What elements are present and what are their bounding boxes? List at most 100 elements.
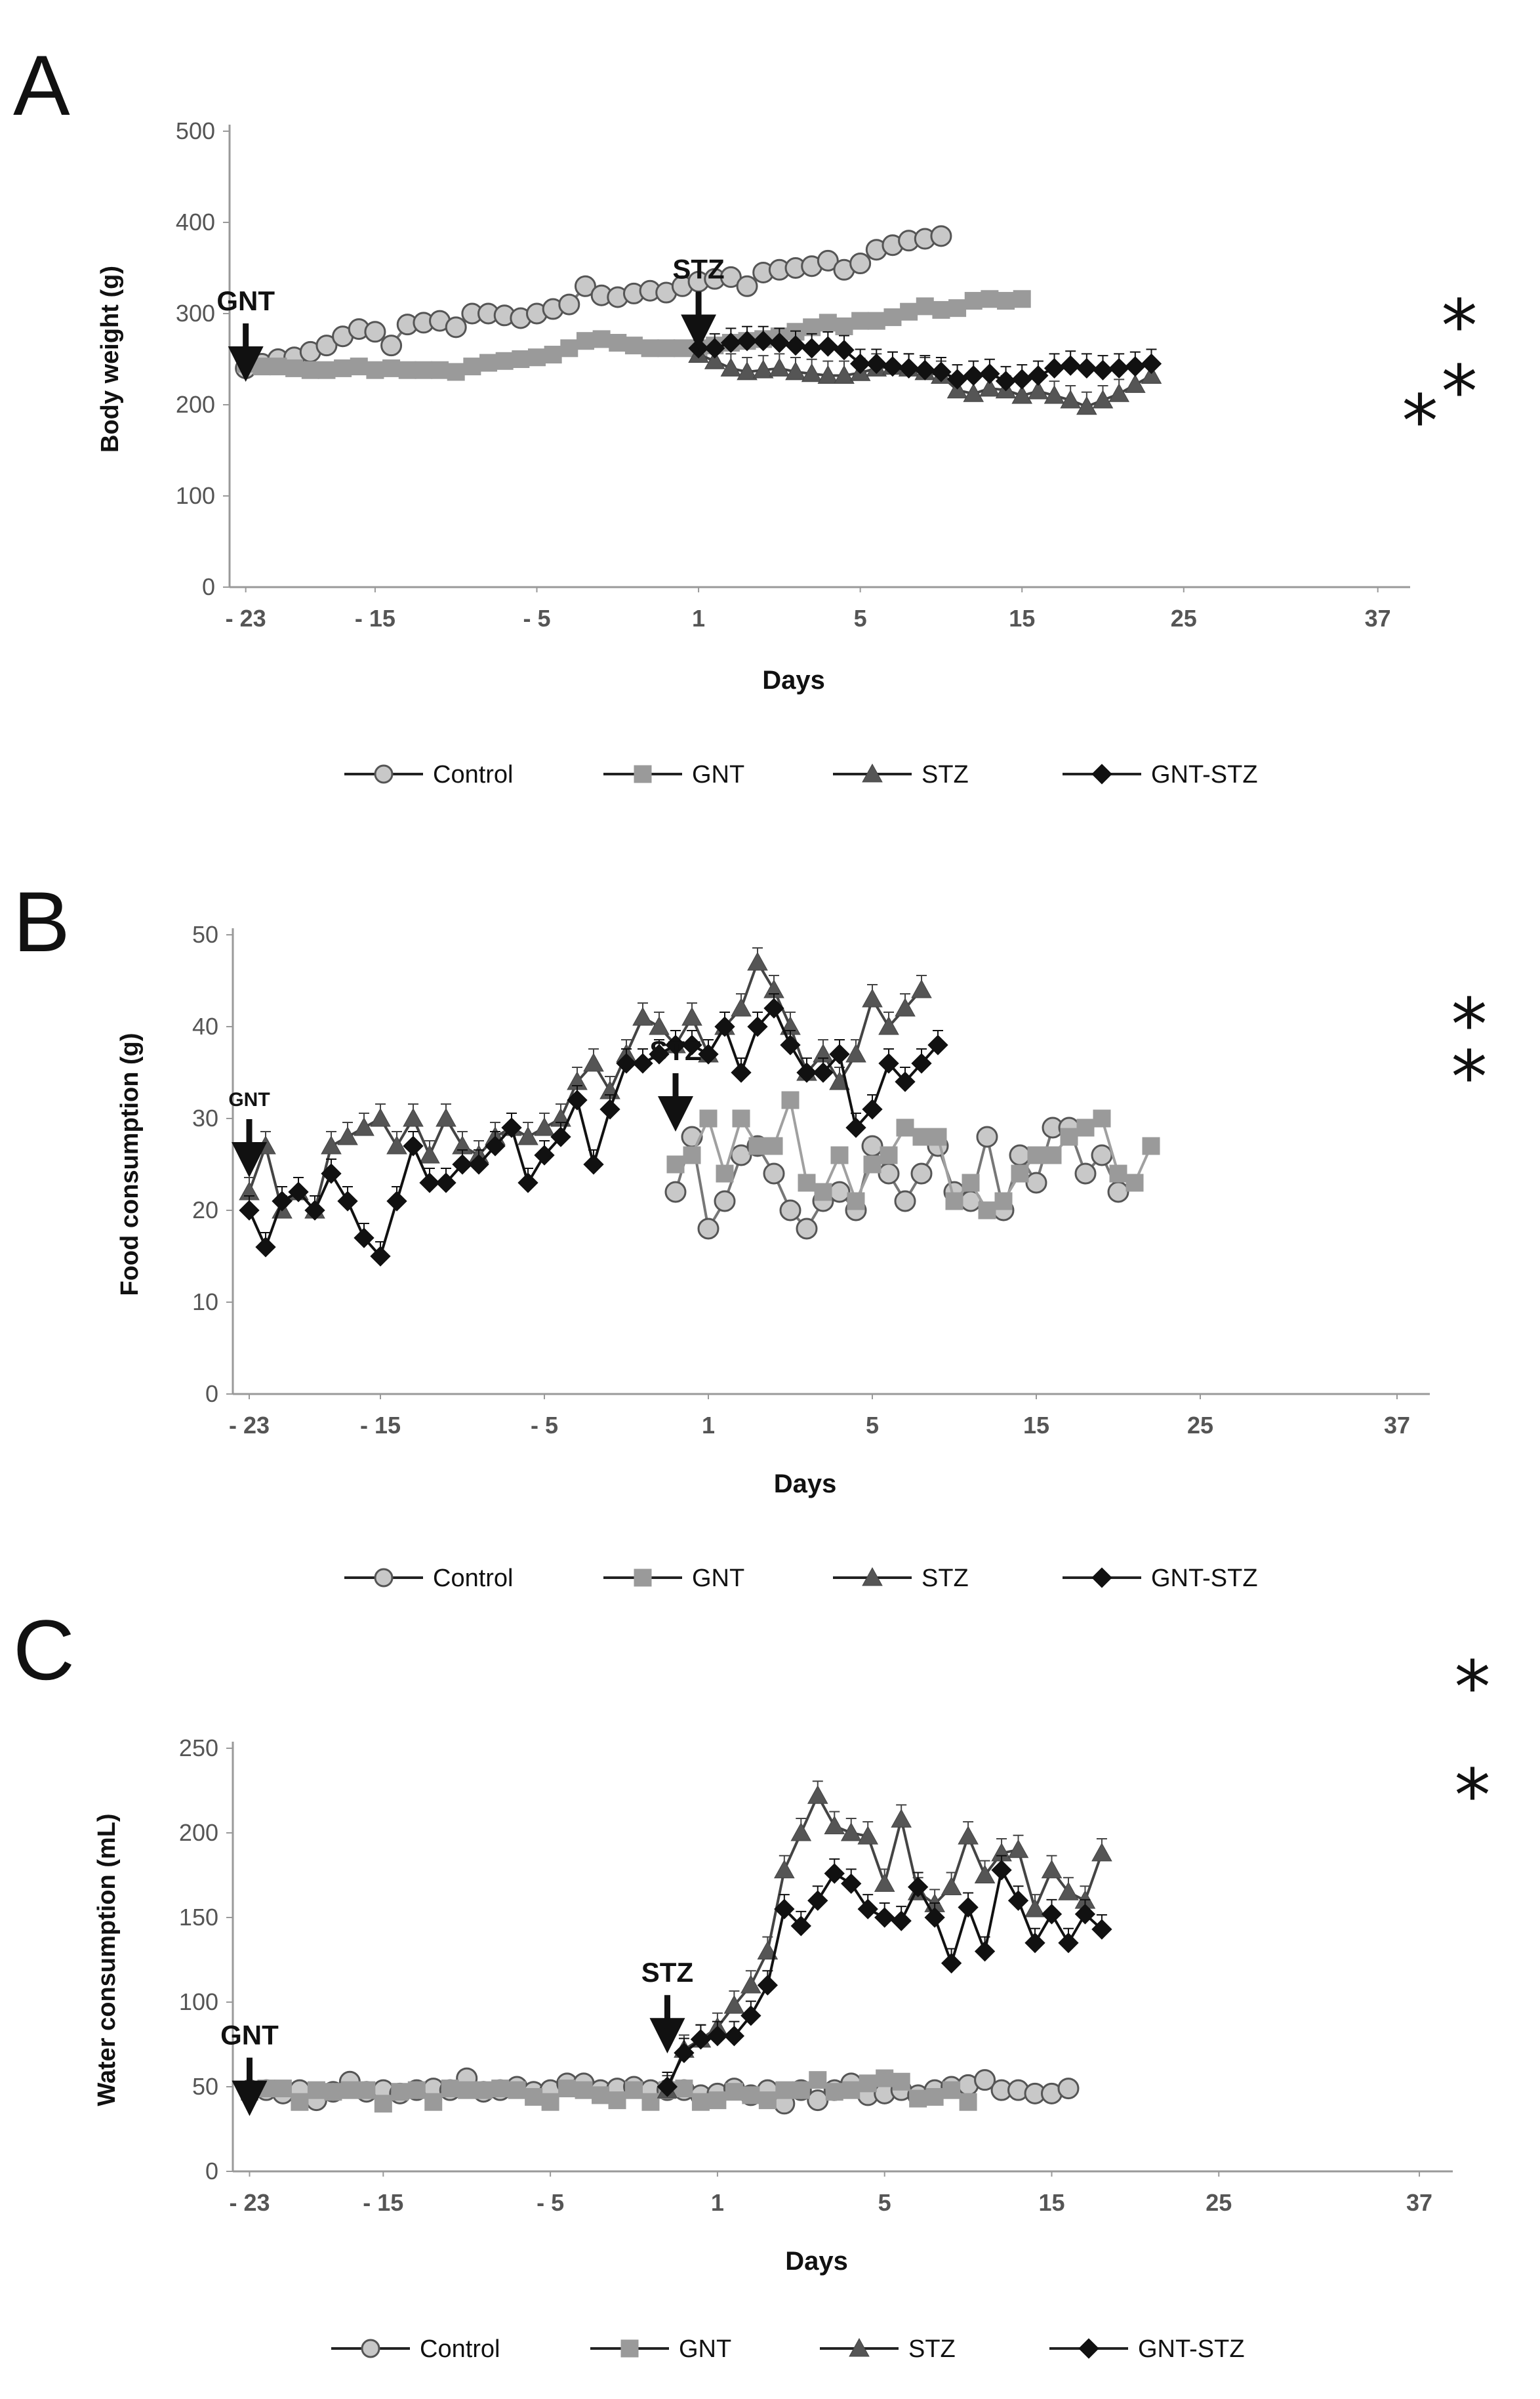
data-point-gnt bbox=[758, 2091, 777, 2110]
data-point-gnt-stz bbox=[866, 353, 887, 375]
data-point-gnt bbox=[900, 302, 918, 321]
x-tick-label: - 5 bbox=[531, 1412, 558, 1439]
data-point-stz bbox=[1092, 390, 1114, 409]
data-point-gnt-stz bbox=[829, 1044, 850, 1065]
data-point-gnt-stz bbox=[979, 363, 1000, 384]
data-point-stz bbox=[895, 998, 916, 1017]
x-tick-label: 1 bbox=[702, 1412, 715, 1439]
data-point-control bbox=[976, 1126, 998, 1148]
data-point-control bbox=[974, 2069, 996, 2091]
data-point-stz bbox=[845, 1044, 866, 1063]
data-point-gnt-stz bbox=[1024, 1933, 1045, 1954]
significance-star: * bbox=[1402, 379, 1438, 463]
data-point-gnt bbox=[366, 361, 384, 379]
legend-marker-gnt bbox=[634, 1569, 652, 1587]
data-point-gnt-stz bbox=[747, 1016, 768, 1037]
y-tick-label: 100 bbox=[179, 1988, 218, 2015]
data-point-gnt bbox=[1125, 1174, 1144, 1192]
data-point-gnt-stz bbox=[874, 1907, 895, 1928]
y-tick-label: 200 bbox=[179, 1819, 218, 1846]
x-tick-label: - 15 bbox=[355, 605, 395, 632]
data-point-gnt bbox=[959, 2093, 977, 2111]
data-point-gnt bbox=[1060, 1128, 1078, 1146]
data-point-gnt-stz bbox=[354, 1227, 375, 1248]
data-point-stz bbox=[1141, 365, 1162, 384]
data-point-gnt-stz bbox=[774, 1898, 795, 1919]
legend-label-stz: STZ bbox=[908, 2335, 956, 2363]
data-point-gnt bbox=[525, 2087, 543, 2106]
y-tick-label: 100 bbox=[176, 482, 215, 509]
data-point-gnt-stz bbox=[681, 1035, 702, 1056]
data-point-stz bbox=[941, 1876, 962, 1896]
data-point-gnt-stz bbox=[599, 1099, 620, 1120]
data-point-gnt bbox=[424, 2093, 443, 2111]
data-point-gnt bbox=[398, 361, 416, 379]
data-point-stz bbox=[681, 1007, 702, 1026]
legend-label-gnt-stz: GNT-STZ bbox=[1151, 1565, 1258, 1592]
data-point-gnt-stz bbox=[1028, 365, 1049, 386]
data-point-gnt bbox=[948, 299, 967, 318]
data-point-gnt bbox=[945, 1192, 963, 1210]
data-point-control bbox=[445, 316, 467, 338]
data-point-gnt bbox=[994, 1192, 1013, 1210]
data-point-control bbox=[364, 321, 386, 343]
x-tick-label: - 23 bbox=[229, 1412, 270, 1439]
data-point-gnt-stz bbox=[1058, 1933, 1079, 1954]
data-point-stz bbox=[1028, 380, 1049, 400]
series-gnt-stz bbox=[239, 993, 948, 1267]
data-point-gnt bbox=[1027, 1146, 1045, 1164]
legend: Control GNT STZ GNT-STZ bbox=[344, 1565, 1258, 1592]
data-point-stz bbox=[337, 1126, 358, 1145]
legend: Control GNT STZ GNT-STZ bbox=[344, 761, 1258, 789]
data-point-gnt-stz bbox=[740, 2005, 761, 2026]
data-point-gnt-stz bbox=[898, 358, 920, 379]
data-point-gnt-stz bbox=[862, 1099, 883, 1120]
data-point-stz bbox=[790, 1822, 812, 1841]
y-tick-label: 50 bbox=[192, 2073, 218, 2100]
data-point-gnt bbox=[1093, 1109, 1111, 1128]
data-point-gnt bbox=[441, 2080, 459, 2098]
data-point-control bbox=[574, 275, 596, 297]
data-point-gnt-stz bbox=[790, 1916, 811, 1937]
data-point-control bbox=[849, 253, 872, 275]
data-point-gnt-stz bbox=[288, 1181, 309, 1202]
data-point-gnt bbox=[842, 2081, 861, 2099]
data-point-gnt-stz bbox=[878, 1053, 899, 1074]
significance-star: * bbox=[1442, 284, 1478, 368]
data-point-gnt bbox=[912, 1128, 931, 1146]
data-point-gnt-stz bbox=[958, 1897, 979, 1918]
significance-star: * bbox=[1451, 1035, 1488, 1119]
data-point-gnt bbox=[1076, 1118, 1095, 1137]
data-point-gnt bbox=[324, 2083, 342, 2101]
x-tick-label: 15 bbox=[1023, 1412, 1049, 1439]
data-point-gnt-stz bbox=[485, 1136, 506, 1157]
data-point-gnt-stz bbox=[763, 998, 784, 1019]
data-point-gnt-stz bbox=[239, 1200, 260, 1221]
data-point-stz bbox=[436, 1108, 456, 1127]
data-point-gnt bbox=[962, 1174, 980, 1192]
data-point-gnt bbox=[997, 292, 1015, 310]
data-point-gnt bbox=[257, 2080, 275, 2098]
data-point-gnt bbox=[814, 1183, 832, 1201]
data-point-gnt bbox=[382, 359, 401, 377]
legend-label-stz: STZ bbox=[922, 761, 969, 789]
data-point-stz bbox=[534, 1117, 555, 1136]
y-tick-label: 50 bbox=[192, 921, 218, 948]
x-tick-label: 37 bbox=[1384, 1412, 1410, 1439]
data-point-gnt-stz bbox=[468, 1154, 489, 1175]
data-point-gnt bbox=[415, 361, 433, 379]
legend-marker-stz bbox=[862, 1567, 883, 1586]
data-point-stz bbox=[1091, 1842, 1112, 1862]
annotation-stz: STZ bbox=[641, 1957, 693, 1988]
legend-label-control: Control bbox=[433, 1565, 514, 1592]
legend-marker-gnt bbox=[634, 765, 652, 783]
data-point-gnt bbox=[269, 358, 287, 376]
data-point-gnt bbox=[1109, 1164, 1127, 1183]
data-point-gnt-stz bbox=[895, 1071, 916, 1092]
data-point-gnt-stz bbox=[807, 1890, 828, 1911]
x-tick-label: - 15 bbox=[360, 1412, 401, 1439]
data-point-gnt-stz bbox=[403, 1136, 424, 1157]
data-point-gnt bbox=[334, 359, 352, 377]
